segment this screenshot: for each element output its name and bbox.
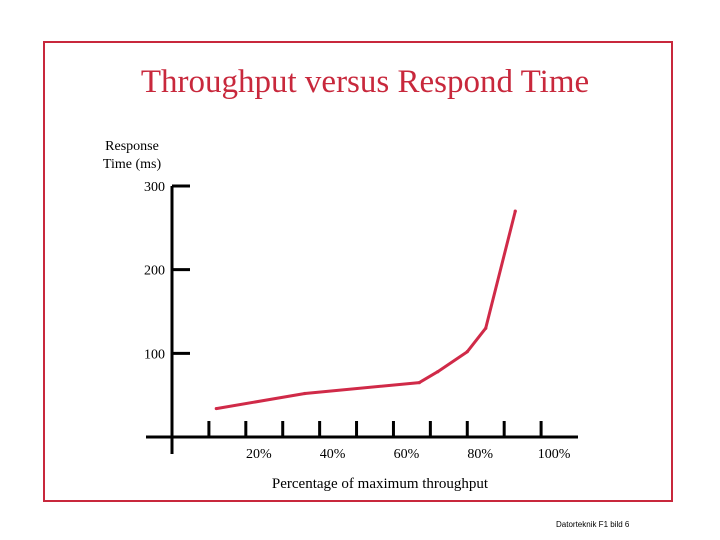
x-tick-label: 100% <box>538 447 571 462</box>
y-axis-label: Response Time (ms) <box>103 139 162 172</box>
y-axis-label-line: Time (ms) <box>103 157 162 172</box>
data-point <box>303 391 307 396</box>
y-tick-label: 300 <box>144 180 165 195</box>
x-tick-label: 20% <box>246 447 272 462</box>
series-line <box>216 210 517 411</box>
slide-footer: Datorteknik F1 bild 6 <box>556 520 630 529</box>
x-tick-label: 80% <box>467 447 493 462</box>
slide-title: Throughput versus Respond Time <box>140 64 590 100</box>
y-axis-ticks: 100 200 300 <box>144 180 190 362</box>
data-point <box>417 381 421 385</box>
data-point <box>513 209 517 213</box>
slide-frame <box>43 41 673 502</box>
data-point <box>484 326 488 330</box>
x-axis-ticks: 20% 40% 60% 80% 100% <box>207 421 571 462</box>
data-point <box>436 370 440 374</box>
x-tick-label: 40% <box>320 447 346 462</box>
data-point <box>214 406 218 411</box>
y-axis-label-line: Response <box>105 139 159 154</box>
x-axis-label: Percentage of maximum throughput <box>272 476 489 492</box>
data-point <box>465 350 469 354</box>
y-tick-label: 100 <box>144 347 165 362</box>
x-tick-label: 60% <box>394 447 420 462</box>
y-tick-label: 200 <box>144 264 165 279</box>
